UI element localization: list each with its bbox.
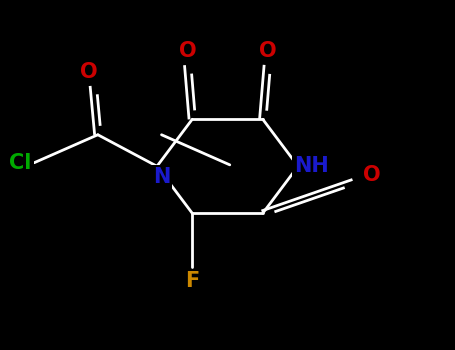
Text: O: O (80, 62, 97, 82)
Text: O: O (179, 41, 197, 61)
Text: Cl: Cl (9, 153, 32, 173)
Text: NH: NH (294, 156, 329, 176)
Text: O: O (258, 41, 276, 61)
Text: N: N (153, 167, 170, 187)
Text: O: O (363, 165, 381, 185)
Text: F: F (185, 272, 199, 292)
